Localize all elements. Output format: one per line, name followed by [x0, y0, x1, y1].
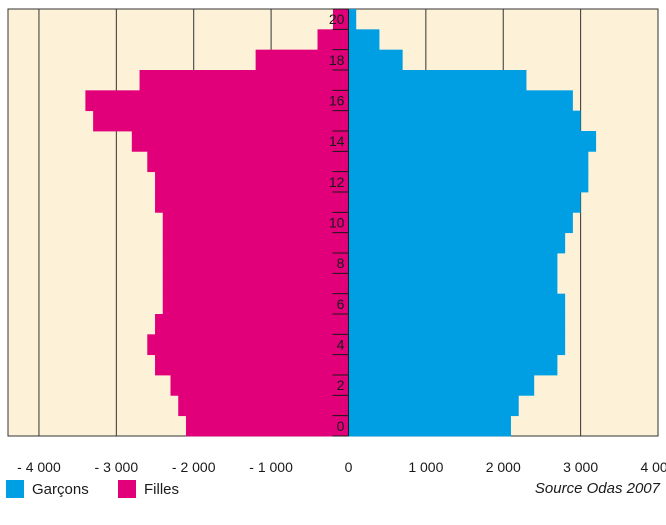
bar-filles-age-5 [155, 314, 349, 335]
age-tick-label: 20 [329, 11, 345, 27]
bar-filles-age-0 [185, 415, 349, 437]
legend: Garçons Filles Source Odas 2007 [0, 480, 666, 510]
age-tick-label: 8 [337, 255, 345, 271]
legend-label-filles: Filles [144, 480, 180, 498]
bar-garcons-age-13 [348, 151, 589, 173]
bar-garcons-age-20 [348, 9, 357, 30]
bar-garcons-age-8 [348, 253, 558, 274]
bar-garcons-age-17 [348, 70, 527, 91]
x-tick-labels: - 4 000 - 3 000 - 2 000 - 1 000 0 1 000 2 000 3… [17, 459, 666, 475]
x-tick-label: 1 000 [408, 459, 443, 475]
x-tick-label: 0 [345, 459, 353, 475]
bar-filles-age-4 [147, 334, 349, 356]
bar-filles-age-7 [162, 273, 349, 295]
bar-garcons-age-16 [348, 90, 573, 112]
bar-garcons-age-5 [348, 314, 566, 335]
bar-filles-age-11 [155, 192, 349, 213]
age-tick-label: 6 [337, 296, 345, 312]
bar-garcons-age-10 [348, 212, 573, 234]
x-tick-label: 3 000 [563, 459, 598, 475]
source-note: Source Odas 2007 [534, 480, 660, 497]
x-tick-label: - 1 000 [249, 459, 293, 475]
age-tick-label: 10 [329, 215, 345, 231]
center-axis: 0 2 4 6 8 10 12 14 16 18 20 [329, 8, 349, 437]
bar-garcons-age-14 [348, 131, 597, 152]
x-tick-label: - 4 000 [17, 459, 61, 475]
legend-item-garcons: Garçons [6, 480, 89, 498]
bar-filles-age-18 [255, 49, 349, 71]
bar-filles-age-13 [147, 151, 349, 173]
bar-filles-age-1 [178, 395, 349, 417]
bar-filles-age-20 [333, 9, 349, 30]
x-tick-label: 2 000 [486, 459, 521, 475]
age-tick-label: 14 [329, 133, 345, 149]
bar-filles-age-17 [139, 70, 349, 91]
bar-garcons-age-0 [348, 415, 511, 437]
age-tick-label: 16 [329, 93, 345, 109]
bar-garcons-age-9 [348, 232, 566, 254]
bar-garcons-age-15 [348, 110, 581, 132]
bar-filles-age-3 [155, 354, 349, 376]
bar-garcons-age-11 [348, 192, 581, 213]
age-tick-label: 12 [329, 174, 345, 190]
bar-filles-age-15 [93, 110, 349, 132]
age-tick-label: 0 [337, 418, 345, 434]
bar-filles-age-19 [317, 29, 349, 51]
x-tick-label: 4 000 [640, 459, 666, 475]
bar-filles-age-10 [162, 212, 349, 234]
bar-garcons-age-6 [348, 293, 566, 315]
bar-filles-age-16 [85, 90, 349, 112]
bar-garcons-age-2 [348, 375, 535, 396]
legend-item-filles: Filles [118, 480, 179, 498]
bar-garcons-age-3 [348, 354, 558, 376]
bar-garcons-age-1 [348, 395, 519, 417]
bar-garcons-age-19 [348, 29, 380, 51]
age-tick-label: 18 [329, 52, 345, 68]
bar-garcons-age-12 [348, 171, 589, 193]
bar-filles-age-12 [155, 171, 349, 193]
bar-filles-age-2 [170, 375, 349, 396]
x-tick-label: - 2 000 [172, 459, 216, 475]
legend-label-garcons: Garçons [32, 480, 89, 498]
bar-filles-age-6 [162, 293, 349, 315]
bar-garcons-age-4 [348, 334, 566, 356]
bar-garcons-age-7 [348, 273, 558, 295]
age-tick-label: 4 [337, 337, 345, 353]
bars [85, 9, 597, 437]
bar-filles-age-14 [131, 131, 349, 152]
x-tick-label: - 3 000 [95, 459, 139, 475]
bar-garcons-age-18 [348, 49, 403, 71]
age-tick-label: 2 [337, 377, 345, 393]
bar-filles-age-9 [162, 232, 349, 254]
legend-swatch-garcons [6, 480, 24, 498]
bar-filles-age-8 [162, 253, 349, 274]
legend-swatch-filles [118, 480, 136, 498]
